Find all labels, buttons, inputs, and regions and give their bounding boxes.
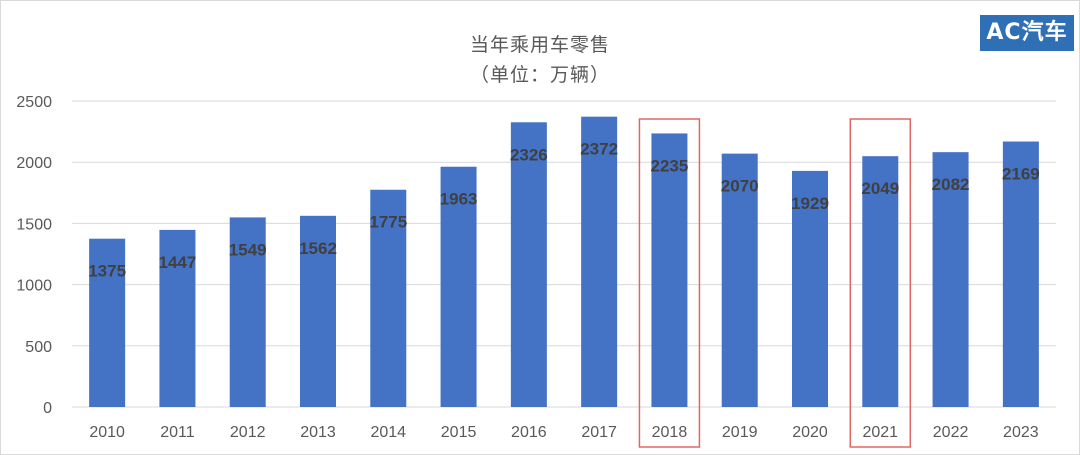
x-tick-label-2012: 2012 (230, 424, 266, 441)
data-label-2011: 1447 (159, 253, 197, 272)
x-tick-label-2015: 2015 (441, 424, 477, 441)
bar-2018 (651, 133, 688, 407)
data-label-2017: 2372 (580, 140, 618, 159)
data-label-2018: 2235 (651, 156, 689, 175)
bar-2019 (721, 153, 758, 407)
bar-2021 (862, 156, 899, 407)
x-tick-label-2020: 2020 (792, 424, 828, 441)
data-label-2020: 1929 (791, 194, 829, 213)
data-label-2015: 1963 (440, 190, 478, 209)
x-tick-label-2013: 2013 (300, 424, 336, 441)
x-tick-label-2018: 2018 (652, 424, 688, 441)
x-tick-label-2014: 2014 (370, 424, 406, 441)
y-tick-label: 2500 (16, 94, 52, 111)
bar-2022 (932, 152, 969, 407)
x-tick-label-2010: 2010 (89, 424, 125, 441)
x-tick-label-2017: 2017 (581, 424, 617, 441)
bar-2013 (300, 215, 336, 407)
bar-2015 (440, 166, 477, 407)
data-label-2014: 1775 (369, 213, 407, 232)
x-tick-label-2019: 2019 (722, 424, 758, 441)
x-tick-label-2022: 2022 (933, 424, 969, 441)
bar-2012 (229, 217, 266, 407)
data-label-2012: 1549 (229, 240, 267, 259)
data-label-2016: 2326 (510, 145, 548, 164)
x-tick-label-2021: 2021 (862, 424, 898, 441)
data-label-2013: 1562 (299, 239, 337, 258)
highlight-box-2021 (849, 118, 912, 448)
highlight-box-2018 (638, 118, 701, 448)
y-tick-label: 0 (43, 400, 52, 417)
bar-2010 (89, 238, 126, 407)
y-tick-label: 500 (25, 339, 52, 356)
bar-2020 (792, 170, 828, 407)
chart-title: 当年乘用车零售 (469, 34, 610, 56)
bar-2016 (510, 122, 547, 407)
y-tick-label: 1500 (16, 216, 52, 233)
data-label-2019: 2070 (721, 177, 759, 196)
data-label-2022: 2082 (932, 175, 970, 194)
brand-logo: AC汽车 (980, 15, 1074, 51)
y-tick-label: 1000 (16, 278, 52, 295)
bar-2014 (370, 189, 407, 407)
chart-subtitle: （单位：万辆） (469, 64, 610, 86)
x-tick-label-2016: 2016 (511, 424, 547, 441)
bar-2017 (581, 116, 618, 407)
bar-2023 (1002, 141, 1039, 407)
x-tick-label-2023: 2023 (1003, 424, 1039, 441)
x-tick-label-2011: 2011 (160, 424, 195, 441)
data-label-2023: 2169 (1002, 165, 1040, 184)
data-label-2021: 2049 (861, 179, 899, 198)
y-tick-label: 2000 (16, 155, 52, 172)
data-label-2010: 1375 (88, 262, 126, 281)
bar-2011 (159, 229, 196, 407)
